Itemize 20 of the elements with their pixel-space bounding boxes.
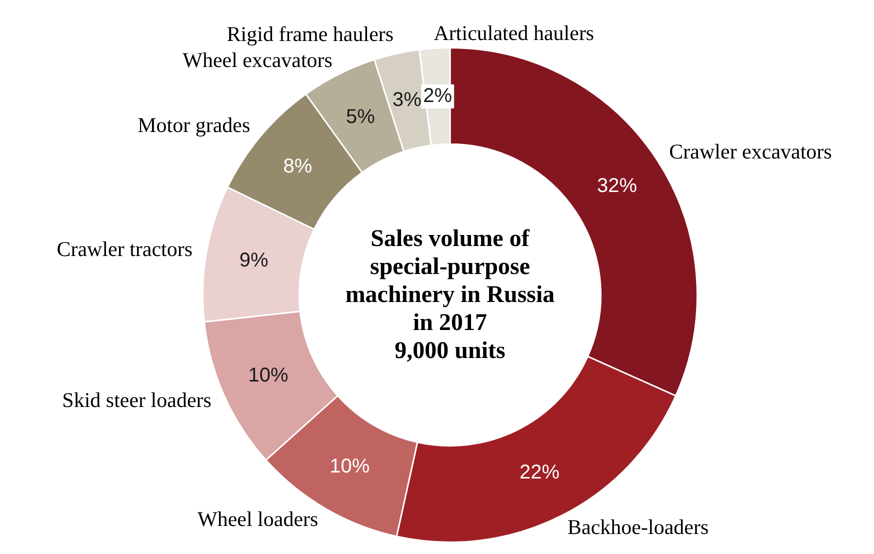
data-label: 5% xyxy=(346,106,376,128)
slice-label: Backhoe-loaders xyxy=(568,514,709,539)
slice-label: Skid steer loaders xyxy=(62,388,212,412)
data-label: 2% xyxy=(423,84,452,107)
slice-label: Motor grades xyxy=(138,113,250,138)
data-label: 32% xyxy=(596,175,638,198)
data-label: 22% xyxy=(520,461,560,484)
slice-label: Crawler tractors xyxy=(56,237,193,262)
text: 9,000 units xyxy=(394,337,506,365)
slice-label: Rigid frame haulers xyxy=(226,22,394,46)
data-label: 10% xyxy=(248,364,288,387)
data-label: 9% xyxy=(239,250,269,272)
data-label: 10% xyxy=(330,455,370,478)
slice-label: Wheel loaders xyxy=(198,507,318,532)
data-label: 3% xyxy=(392,89,422,112)
data-label: 8% xyxy=(283,155,312,178)
slice-label: Wheel excavators xyxy=(182,48,332,72)
slice-label: Crawler excavators xyxy=(669,139,832,164)
slice-label: Articulated haulers xyxy=(434,20,594,45)
text: Sales volume of special-purpose machinery in Russia in 2017 xyxy=(344,225,556,337)
